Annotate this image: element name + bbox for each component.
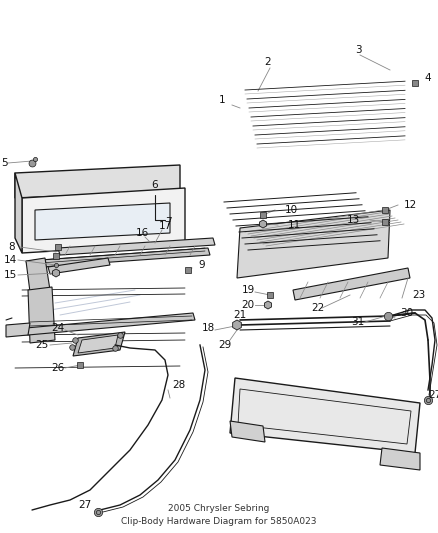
- Polygon shape: [48, 258, 110, 274]
- Text: 21: 21: [233, 310, 247, 320]
- Text: 30: 30: [400, 308, 413, 318]
- Text: 25: 25: [35, 340, 49, 350]
- Text: 11: 11: [288, 220, 301, 230]
- Text: 31: 31: [351, 317, 364, 327]
- Text: 14: 14: [4, 255, 17, 265]
- Polygon shape: [15, 165, 180, 198]
- Text: 24: 24: [51, 323, 65, 333]
- Text: 22: 22: [311, 303, 325, 313]
- Text: 4: 4: [425, 73, 431, 83]
- Text: 7: 7: [165, 217, 171, 227]
- Text: 12: 12: [404, 200, 417, 210]
- Polygon shape: [230, 378, 420, 453]
- Text: 8: 8: [9, 242, 15, 252]
- Polygon shape: [237, 210, 390, 278]
- Polygon shape: [380, 448, 420, 470]
- Text: 27: 27: [428, 390, 438, 400]
- Polygon shape: [22, 188, 185, 253]
- Text: 16: 16: [135, 228, 148, 238]
- Text: 1: 1: [219, 95, 225, 105]
- Text: 20: 20: [241, 300, 254, 310]
- Polygon shape: [26, 258, 50, 292]
- Text: 15: 15: [4, 270, 17, 280]
- Text: 5: 5: [1, 158, 8, 168]
- Polygon shape: [230, 421, 265, 442]
- Text: 19: 19: [241, 285, 254, 295]
- Text: 2: 2: [265, 57, 271, 67]
- Polygon shape: [78, 335, 118, 353]
- Polygon shape: [35, 203, 170, 240]
- Polygon shape: [58, 238, 215, 255]
- Text: 10: 10: [285, 205, 298, 215]
- Text: 27: 27: [78, 500, 92, 510]
- Polygon shape: [73, 332, 125, 356]
- Text: 6: 6: [152, 180, 158, 190]
- Polygon shape: [26, 248, 210, 268]
- Text: 9: 9: [198, 260, 205, 270]
- Text: 29: 29: [219, 340, 232, 350]
- Text: 2005 Chrysler Sebring
Clip-Body Hardware Diagram for 5850A023: 2005 Chrysler Sebring Clip-Body Hardware…: [121, 504, 317, 526]
- Text: 28: 28: [172, 380, 185, 390]
- Text: 23: 23: [412, 290, 425, 300]
- Text: 3: 3: [355, 45, 361, 55]
- Polygon shape: [15, 173, 22, 253]
- Text: 13: 13: [347, 215, 360, 225]
- Text: 26: 26: [51, 363, 65, 373]
- Polygon shape: [6, 323, 30, 337]
- Polygon shape: [26, 313, 195, 335]
- Polygon shape: [28, 287, 55, 343]
- Polygon shape: [293, 268, 410, 300]
- Text: 18: 18: [201, 323, 215, 333]
- Text: 17: 17: [159, 221, 172, 231]
